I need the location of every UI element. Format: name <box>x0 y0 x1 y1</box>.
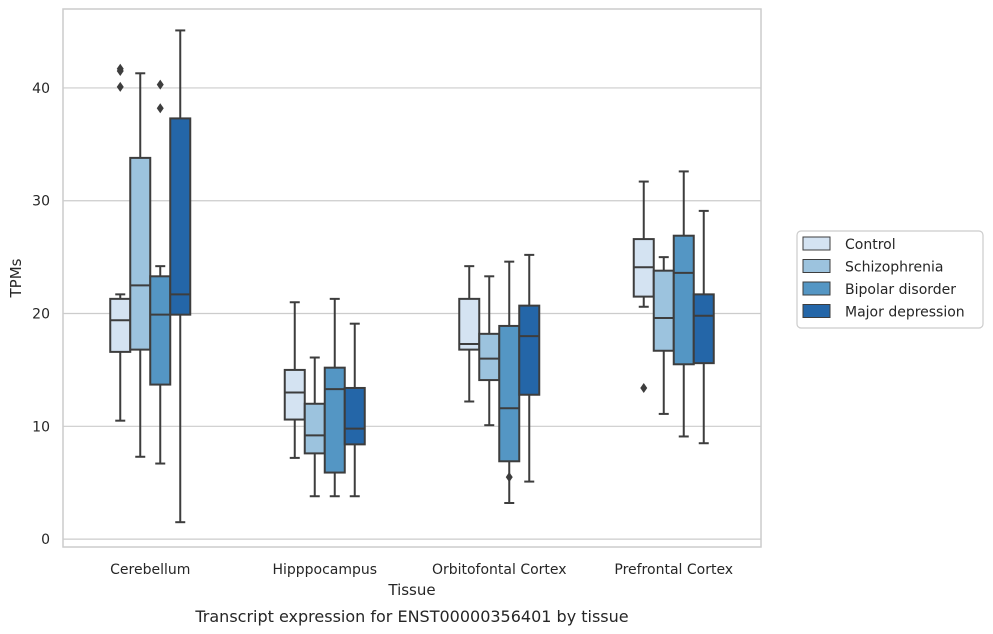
box-major-depression <box>169 29 192 524</box>
legend-swatch <box>802 304 831 318</box>
x-tick-labels: Cerebellum Hipppocampus Orbitofontal Corte… <box>110 562 733 578</box>
y-tick-label: 10 <box>32 419 50 435</box>
outlier-point <box>505 472 513 483</box>
box-iqr <box>283 368 306 421</box>
box-bipolar-disorder <box>149 79 172 465</box>
legend-swatch <box>802 281 831 296</box>
y-tick-label: 30 <box>32 194 50 210</box>
legend-label: Control <box>845 237 896 253</box>
outlier-point <box>116 66 124 77</box>
x-tick-label: Orbitofontal Cortex <box>432 562 567 578</box>
outlier-point <box>116 81 124 92</box>
y-tick-label: 40 <box>32 81 50 97</box>
box-control <box>458 265 481 403</box>
y-axis-label: TPMs <box>7 258 25 298</box>
legend-frame <box>796 230 984 329</box>
box-bipolar-disorder <box>323 297 346 498</box>
box-schizophrenia <box>478 275 501 427</box>
box-iqr <box>323 366 346 474</box>
box-iqr <box>652 269 675 352</box>
box-iqr <box>109 297 132 353</box>
x-axis-label: Tissue <box>387 581 435 599</box>
chart-caption: Transcript expression for ENST0000035640… <box>194 607 628 626</box>
y-tick-label: 20 <box>32 307 50 323</box>
x-tick-label: Prefrontal Cortex <box>614 562 733 578</box>
legend-label: Bipolar disorder <box>845 282 956 298</box>
box-major-depression <box>518 253 541 483</box>
box-iqr <box>518 304 541 396</box>
box-schizophrenia <box>652 256 675 415</box>
box-control <box>632 180 655 393</box>
legend-swatch <box>802 259 831 273</box>
box-iqr <box>149 275 172 386</box>
boxes-layer <box>109 29 715 524</box>
box-iqr <box>672 234 695 366</box>
legend-label: Major depression <box>845 305 965 321</box>
legend-swatch <box>802 236 831 251</box>
box-control <box>283 301 306 459</box>
outlier-point <box>156 79 164 90</box>
box-iqr <box>343 386 366 446</box>
box-schizophrenia <box>303 356 326 498</box>
box-major-depression <box>343 322 366 498</box>
box-bipolar-disorder <box>498 260 521 505</box>
legend: Control Schizophrenia Bipolar disorder Majo… <box>796 230 984 329</box>
box-bipolar-disorder <box>672 170 695 438</box>
outlier-point <box>640 382 648 393</box>
legend-label: Schizophrenia <box>845 260 943 276</box>
box-major-depression <box>692 209 715 445</box>
y-tick-labels: 0 10 20 30 40 <box>32 81 50 548</box>
x-tick-label: Cerebellum <box>110 562 190 578</box>
x-tick-label: Hipppocampus <box>272 562 377 578</box>
box-iqr <box>303 402 326 455</box>
box-control <box>109 63 132 422</box>
box-iqr <box>458 297 481 351</box>
box-iqr <box>169 117 192 316</box>
plot-frame <box>62 8 762 548</box>
box-iqr <box>498 324 521 463</box>
y-tick-label: 0 <box>41 532 50 548</box>
box-iqr <box>692 293 715 365</box>
box-schizophrenia <box>129 72 152 458</box>
outlier-point <box>156 103 164 114</box>
box-iqr <box>478 332 501 382</box>
box-iqr <box>129 156 152 351</box>
